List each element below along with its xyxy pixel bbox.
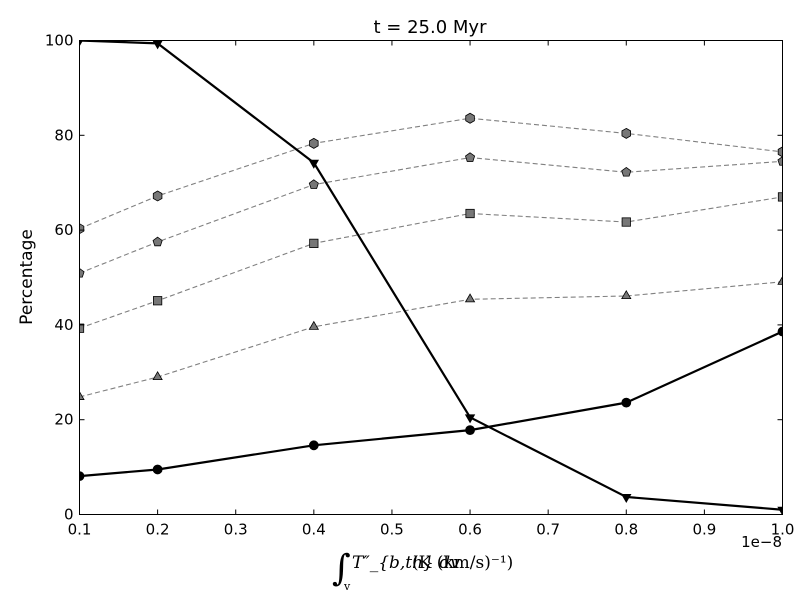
x-axis-label-unit: (K (km/s)⁻¹) xyxy=(412,553,513,573)
series-4-point-2 xyxy=(153,296,163,306)
series-5-point-1 xyxy=(79,267,85,278)
series-6-point-4 xyxy=(465,112,475,124)
series-1-point-4 xyxy=(464,414,476,424)
x-tick-label-10: 1.0 xyxy=(771,521,795,539)
series-layer xyxy=(79,40,783,515)
series-3-point-1 xyxy=(79,390,85,400)
x-tick-label-6: 0.6 xyxy=(458,521,482,539)
series-3-line xyxy=(79,281,783,398)
series-3-point-6 xyxy=(777,275,783,285)
series-2 xyxy=(79,326,783,482)
x-tick-label-3: 0.3 xyxy=(224,521,248,539)
y-tick-label-2: 20 xyxy=(54,411,73,429)
series-1-point-3 xyxy=(308,159,320,169)
x-axis-label-integral: ∫ xyxy=(332,548,351,589)
series-4-markers xyxy=(79,192,783,333)
series-1-point-6 xyxy=(777,506,783,515)
x-offset-label: 1e−8 xyxy=(741,533,782,551)
series-5-line xyxy=(79,157,783,274)
x-tick-label-1: 0.1 xyxy=(68,521,92,539)
series-3-point-2 xyxy=(152,371,163,381)
series-6 xyxy=(79,112,783,235)
series-2-point-1 xyxy=(79,471,85,482)
series-5 xyxy=(79,152,783,278)
series-1-line xyxy=(79,40,783,511)
series-6-point-1 xyxy=(79,223,85,235)
series-6-point-6 xyxy=(777,146,783,158)
series-2-point-6 xyxy=(777,326,783,337)
x-tick-label-2: 0.2 xyxy=(146,521,170,539)
y-tick-label-5: 80 xyxy=(54,126,73,144)
series-3-point-4 xyxy=(464,293,476,303)
series-4-point-4 xyxy=(465,208,475,219)
y-tick-label-4: 60 xyxy=(54,221,73,239)
series-5-point-3 xyxy=(308,179,319,189)
series-2-point-5 xyxy=(621,397,632,408)
series-4-point-5 xyxy=(621,217,631,227)
series-6-point-3 xyxy=(309,137,319,149)
series-5-markers xyxy=(79,152,783,278)
series-1-markers xyxy=(79,40,783,515)
series-2-point-2 xyxy=(152,464,163,475)
series-4 xyxy=(79,192,783,333)
series-2-markers xyxy=(79,326,783,482)
series-3-point-3 xyxy=(308,320,320,330)
series-2-point-4 xyxy=(465,425,475,436)
series-6-point-2 xyxy=(152,190,163,202)
x-axis-label-subscript: v xyxy=(343,580,351,593)
series-5-point-6 xyxy=(777,156,783,166)
series-6-point-5 xyxy=(621,127,632,139)
x-tick-label-9: 0.9 xyxy=(692,521,716,539)
x-tick-label-8: 0.8 xyxy=(614,521,638,539)
series-2-point-3 xyxy=(308,440,319,451)
series-1 xyxy=(79,40,783,515)
x-tick-label-4: 0.4 xyxy=(302,521,326,539)
plot-frame xyxy=(79,40,783,515)
series-3 xyxy=(79,275,783,400)
series-3-markers xyxy=(79,275,783,400)
y-axis-label: Percentage xyxy=(17,229,37,325)
series-4-line xyxy=(79,196,783,329)
x-tick-label-5: 0.5 xyxy=(380,521,404,539)
series-5-point-4 xyxy=(465,152,476,162)
ticks-layer: 0.1 0.2 0.3 0.4 0.5 0.6 0.7 0.8 0.9 1.0 0 20 40 60 80 1… xyxy=(45,32,795,539)
x-axis-label-body: T″_{b,th} dv xyxy=(352,553,460,573)
series-1-point-5 xyxy=(621,493,632,503)
series-2-line xyxy=(79,330,783,478)
x-axis-label: ∫ v T″_{b,th} dv (K (km/s)⁻¹) xyxy=(332,548,513,593)
y-tick-label-6: 100 xyxy=(45,32,74,50)
chart-title: t = 25.0 Myr xyxy=(374,17,488,38)
y-tick-label-1: 0 xyxy=(64,506,74,524)
series-3-point-5 xyxy=(621,289,632,299)
series-4-point-3 xyxy=(309,238,319,248)
series-6-markers xyxy=(79,112,783,235)
x-tick-label-7: 0.7 xyxy=(536,521,560,539)
series-6-line xyxy=(79,117,783,230)
y-tick-label-3: 40 xyxy=(54,316,73,334)
series-5-point-2 xyxy=(152,236,163,247)
series-5-point-5 xyxy=(621,166,632,177)
series-1-point-1 xyxy=(79,40,83,47)
